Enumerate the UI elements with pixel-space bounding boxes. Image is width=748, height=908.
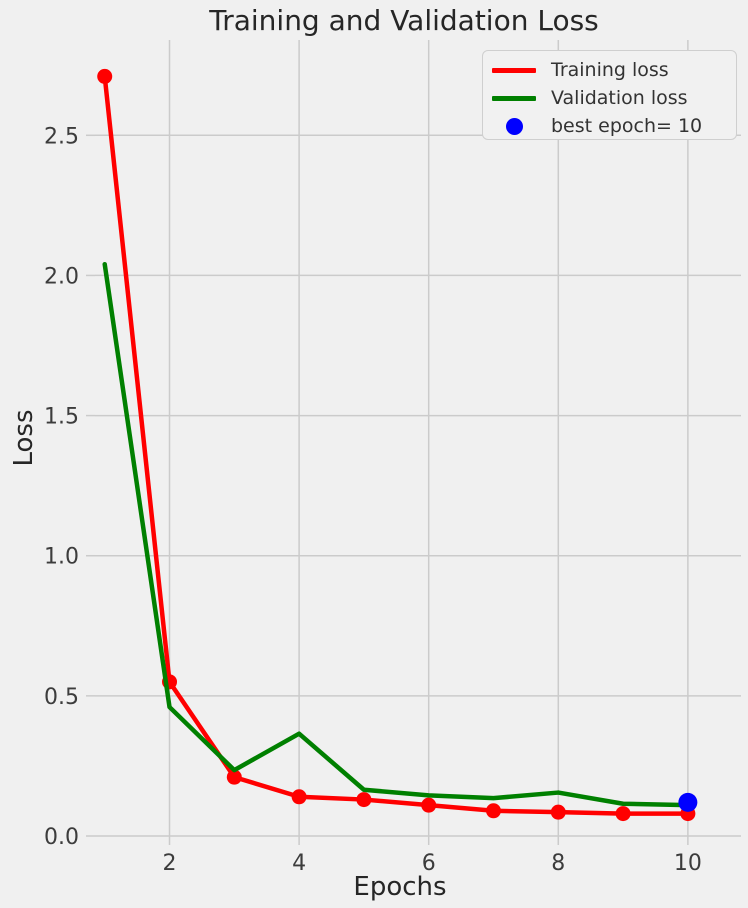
chart-title: Training and Validation Loss	[209, 4, 599, 37]
legend-item-validation-loss: Validation loss	[490, 84, 736, 112]
y-tick-label: 2.5	[44, 124, 79, 149]
legend-item-training-loss: Training loss	[490, 56, 736, 84]
y-tick-label: 2.0	[44, 264, 79, 289]
x-axis-label: Epochs	[353, 872, 447, 902]
training-loss-marker	[485, 803, 501, 819]
best-epoch-dot-icon	[505, 117, 523, 135]
training-loss-swatch-icon	[492, 67, 536, 73]
x-tick-label: 8	[551, 851, 565, 876]
x-tick-label: 4	[292, 851, 306, 876]
x-tick-label: 2	[163, 851, 177, 876]
legend: Training loss Validation loss best epoch…	[482, 50, 737, 140]
y-axis-label: Loss	[9, 409, 39, 467]
training-loss-marker	[97, 68, 113, 84]
training-loss-marker	[356, 792, 372, 808]
y-tick-label: 0.0	[44, 825, 79, 850]
training-loss-line	[102, 74, 691, 816]
y-tick-label: 0.5	[44, 685, 79, 710]
best-epoch-marker	[678, 792, 698, 812]
legend-label: Training loss	[551, 59, 669, 81]
y-tick-label: 1.0	[44, 545, 79, 570]
legend-item-best-epoch: best epoch= 10	[490, 112, 736, 140]
legend-label: best epoch= 10	[551, 115, 703, 137]
validation-loss-line	[102, 261, 691, 808]
training-loss-marker	[226, 769, 242, 785]
training-loss-marker	[550, 804, 566, 820]
legend-label: Validation loss	[551, 87, 688, 109]
training-loss-marker	[291, 789, 307, 805]
validation-loss-swatch-icon	[492, 95, 536, 101]
x-tick-label: 6	[422, 851, 436, 876]
x-tick-label: 10	[674, 851, 702, 876]
training-loss-marker	[615, 806, 631, 822]
training-loss-marker	[421, 797, 437, 813]
y-tick-label: 1.5	[44, 405, 79, 430]
